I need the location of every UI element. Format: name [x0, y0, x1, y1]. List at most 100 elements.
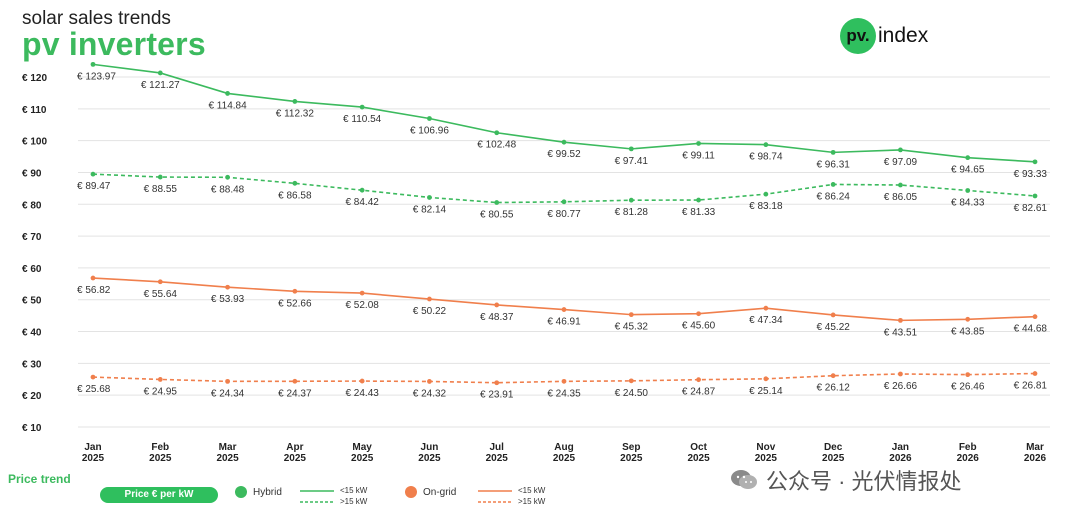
data-point	[628, 378, 634, 384]
legend-ongrid-label: On-grid	[423, 486, 457, 498]
data-label: € 93.33	[1014, 169, 1048, 180]
y-tick-label: € 80	[22, 200, 42, 211]
watermark-text: 公众号 · 光伏情报处	[766, 469, 962, 494]
x-tick-year: 2026	[889, 453, 912, 464]
data-label: € 96.31	[816, 159, 850, 170]
data-point	[157, 279, 163, 285]
x-tick-year: 2025	[284, 453, 307, 464]
x-tick-month: Mar	[219, 442, 237, 453]
y-tick-label: € 40	[22, 328, 42, 339]
x-tick-month: Mar	[1026, 442, 1044, 453]
data-point	[359, 187, 365, 193]
data-point	[427, 379, 432, 384]
data-point	[225, 284, 230, 290]
data-label: € 43.51	[884, 327, 918, 338]
wechat-icon	[731, 470, 757, 489]
data-label: € 43.85	[951, 326, 985, 337]
data-label: € 99.11	[682, 150, 715, 161]
data-label: € 25.68	[77, 384, 111, 395]
x-tick-month: Apr	[286, 442, 303, 453]
data-point	[1032, 314, 1038, 320]
data-point	[292, 378, 298, 384]
data-point	[359, 290, 365, 296]
y-tick-label: € 20	[22, 391, 42, 402]
data-label: € 86.24	[816, 191, 850, 202]
data-label: € 106.96	[410, 125, 449, 136]
data-point	[628, 146, 634, 152]
data-point	[628, 312, 634, 318]
data-point	[90, 275, 96, 281]
data-point	[427, 296, 432, 302]
chart-title: pv inverters	[22, 26, 206, 62]
data-label: € 88.55	[144, 184, 178, 195]
series-line-1	[92, 63, 1036, 163]
y-tick-label: € 50	[22, 296, 42, 307]
data-label: € 44.68	[1014, 324, 1048, 335]
data-label: € 55.64	[144, 289, 178, 300]
data-point	[898, 317, 903, 323]
data-point	[157, 174, 163, 180]
data-point	[763, 376, 769, 382]
data-point	[1032, 193, 1038, 199]
data-label: € 102.48	[477, 140, 516, 151]
data-point	[561, 378, 567, 384]
data-label: € 80.77	[547, 209, 581, 220]
data-point	[427, 116, 432, 121]
data-point	[494, 200, 500, 205]
data-label: € 112.32	[276, 108, 315, 119]
hybrid-dot-icon	[235, 486, 247, 498]
data-point	[225, 378, 230, 384]
wechat-watermark: 公众号 · 光伏情报处	[730, 464, 962, 496]
data-label: € 24.35	[547, 388, 581, 399]
x-tick-month: Jan	[892, 442, 909, 453]
data-label: € 53.93	[211, 294, 245, 305]
logo-badge: pv.	[840, 18, 876, 54]
y-tick-label: € 70	[22, 232, 42, 243]
data-label: € 114.84	[208, 100, 247, 111]
legend-hybrid-lt15: <15 kW	[340, 486, 368, 495]
y-tick-label: € 30	[22, 359, 42, 370]
data-point	[696, 377, 701, 383]
x-tick-year: 2025	[149, 453, 172, 464]
x-tick-year: 2025	[553, 453, 576, 464]
legend-ongrid: On-grid	[405, 486, 456, 498]
data-point	[225, 91, 230, 96]
data-point	[696, 311, 701, 317]
data-label: € 52.66	[278, 298, 312, 309]
x-tick-month: Feb	[959, 442, 977, 453]
legend-hybrid-gt15: >15 kW	[340, 497, 368, 506]
data-point	[90, 374, 96, 380]
data-label: € 83.18	[749, 201, 783, 212]
x-tick-month: Oct	[690, 442, 707, 453]
y-tick-label: € 120	[22, 73, 47, 84]
y-tick-label: € 100	[22, 137, 47, 148]
data-label: € 89.47	[77, 181, 111, 192]
data-label: € 123.97	[77, 71, 116, 82]
x-tick-year: 2026	[1024, 453, 1047, 464]
x-tick-year: 2025	[755, 453, 778, 464]
legend-ongrid-lines: <15 kW >15 kW	[478, 485, 545, 507]
data-point	[830, 149, 836, 155]
data-point	[830, 312, 836, 318]
x-tick-month: Feb	[151, 442, 169, 453]
x-tick-month: Jan	[84, 442, 101, 453]
legend-ongrid-gt15: >15 kW	[518, 497, 546, 506]
x-tick-month: Dec	[824, 442, 843, 453]
data-point	[965, 188, 971, 193]
data-label: € 47.34	[749, 315, 783, 326]
y-tick-label: € 110	[22, 105, 47, 116]
data-label: € 97.41	[615, 156, 649, 167]
x-tick-month: Nov	[756, 442, 775, 453]
data-label: € 81.28	[615, 207, 649, 218]
data-label: € 94.65	[951, 165, 985, 176]
data-point	[763, 305, 769, 311]
x-tick-year: 2025	[486, 453, 509, 464]
data-point	[696, 141, 701, 146]
data-label: € 24.32	[413, 388, 447, 399]
data-label: € 52.08	[345, 300, 379, 311]
price-per-kw-pill: Price € per kW	[100, 487, 218, 503]
x-tick-month: Jul	[489, 442, 504, 453]
data-point	[292, 180, 298, 186]
y-tick-label: € 10	[22, 423, 42, 434]
data-point	[359, 378, 365, 384]
